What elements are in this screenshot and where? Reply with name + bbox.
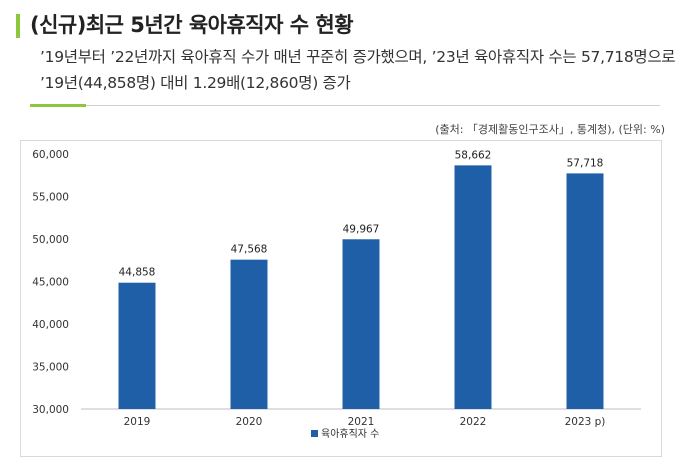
bar — [342, 239, 380, 409]
x-tick-label: 2020 — [236, 416, 263, 428]
x-tick-label: 2023 p) — [565, 416, 606, 428]
divider — [30, 105, 660, 106]
y-tick-label: 35,000 — [32, 362, 69, 374]
bar — [230, 259, 268, 409]
bar — [118, 282, 156, 409]
title-accent-bar — [16, 14, 20, 38]
x-tick-label: 2019 — [124, 416, 151, 428]
x-tick-label: 2021 — [348, 416, 375, 428]
legend-label: 육아휴직자 수 — [321, 428, 379, 440]
data-label: 44,858 — [119, 267, 156, 279]
y-tick-label: 30,000 — [32, 404, 69, 416]
bar — [454, 165, 492, 409]
y-tick-label: 55,000 — [32, 192, 69, 204]
legend-swatch — [311, 430, 318, 437]
bar-chart: 30,000 35,000 40,000 45,000 50,000 55,000 60,0… — [32, 149, 641, 440]
y-tick-label: 50,000 — [32, 234, 69, 246]
data-label: 58,662 — [455, 149, 492, 161]
bar — [566, 173, 604, 409]
y-tick-label: 45,000 — [32, 277, 69, 289]
x-tick-label: 2022 — [460, 416, 487, 428]
source-note: (출처: 「경제활동인구조사」, 통계청), (단위: %) — [435, 123, 665, 136]
data-label: 49,967 — [343, 223, 380, 235]
summary-text: ’19년부터 ’22년까지 육아휴직 수가 매년 꾸준히 증가했으며, ’23년… — [40, 48, 676, 92]
y-tick-label: 40,000 — [32, 319, 69, 331]
page-title: (신규)최근 5년간 육아휴직자 수 현황 — [30, 13, 354, 37]
data-label: 47,568 — [231, 244, 268, 256]
data-label: 57,718 — [567, 157, 604, 169]
divider-accent — [30, 104, 86, 107]
chart-container: 30,000 35,000 40,000 45,000 50,000 55,000 60,0… — [20, 140, 662, 457]
y-tick-label: 60,000 — [32, 149, 69, 161]
